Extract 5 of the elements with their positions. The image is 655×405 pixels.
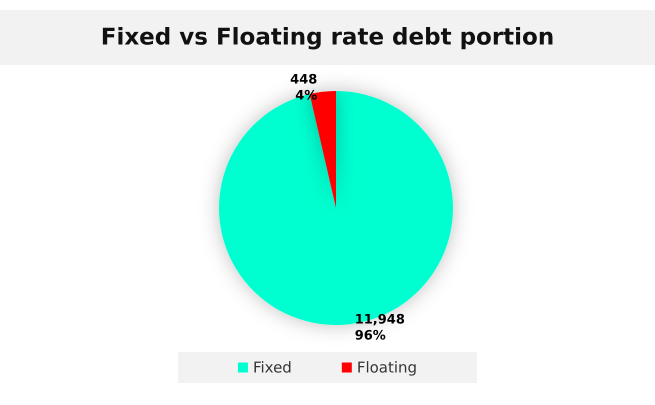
data-label: 448 4%	[290, 72, 318, 104]
data-label: 11,948 96%	[354, 312, 405, 344]
legend-label: Floating	[356, 358, 418, 376]
chart-title: Fixed vs Floating rate debt portion	[100, 24, 554, 50]
legend-label: Fixed	[252, 358, 292, 376]
